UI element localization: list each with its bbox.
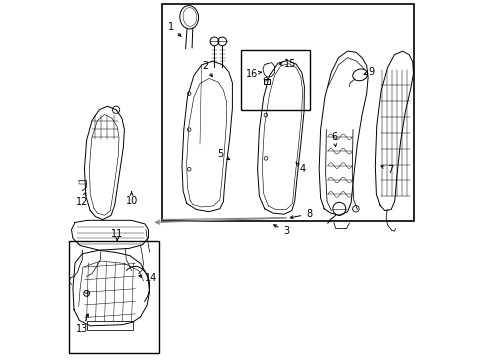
- Bar: [162, 4, 414, 221]
- Text: 7: 7: [388, 165, 394, 175]
- Text: 15: 15: [284, 59, 296, 69]
- Text: 3: 3: [283, 226, 290, 236]
- Text: 16: 16: [246, 69, 258, 79]
- Text: 4: 4: [299, 164, 306, 174]
- Text: 2: 2: [202, 61, 209, 71]
- Bar: [87, 321, 133, 330]
- Text: 1: 1: [168, 22, 174, 32]
- Text: 6: 6: [331, 132, 337, 142]
- Text: 12: 12: [76, 197, 89, 207]
- Text: 13: 13: [76, 324, 88, 334]
- Text: 9: 9: [368, 67, 375, 77]
- Text: 10: 10: [125, 196, 138, 206]
- Text: 11: 11: [111, 229, 123, 239]
- Text: 5: 5: [218, 149, 223, 159]
- Text: 8: 8: [307, 209, 313, 219]
- Text: 14: 14: [145, 273, 157, 283]
- Bar: [242, 50, 310, 110]
- Bar: [265, 79, 270, 84]
- Bar: [69, 241, 159, 353]
